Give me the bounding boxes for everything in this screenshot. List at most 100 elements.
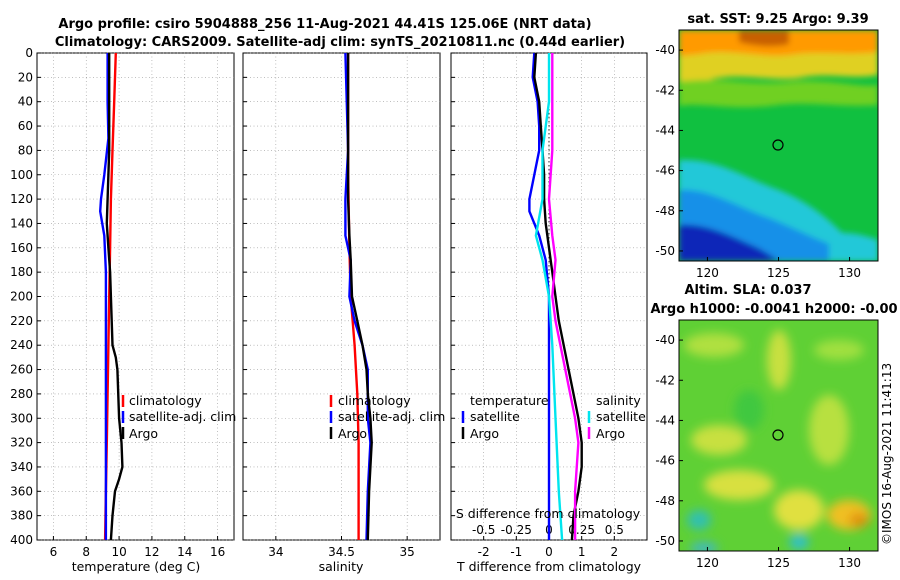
series-line-argo [346, 53, 373, 541]
argo-position-marker [772, 429, 784, 441]
title-line-1: Argo profile: csiro 5904888_256 11-Aug-2… [58, 17, 591, 32]
xtick-label: 130 [838, 556, 861, 570]
difference-xtick-labels: -2 -1 0 1 2 [478, 545, 618, 559]
ytick-label: -42 [655, 83, 675, 97]
series-line-temperature-satellite [528, 52, 551, 540]
legend-label-temp-satellite: satellite [470, 409, 520, 424]
ytick-label: 100 [10, 168, 33, 182]
sst-map-xtick-labels: 120 125 130 [696, 257, 861, 280]
legend-label-sal-satellite: satellite [596, 409, 646, 424]
ytick-label: -50 [655, 534, 675, 548]
argo-position-marker [772, 139, 784, 151]
ytick-label: 300 [10, 411, 33, 425]
temperature-xlabel: temperature (deg C) [72, 559, 201, 574]
series-line-argo [105, 53, 124, 541]
ytick-label: -40 [655, 43, 675, 57]
series-line-satellite-adj-clim [344, 52, 372, 541]
xtick-label: 16 [210, 545, 225, 559]
difference-panel: -2 -1 0 1 2 -0.5 -0.25 0 0.25 0.5 S difference f… [450, 52, 648, 574]
secondary-xtick-label: -0.5 [472, 523, 495, 537]
xtick-label: 34 [268, 545, 283, 559]
temperature-legend: climatology satellite-adj. clim Argo [121, 393, 236, 441]
xtick-label: 35 [400, 545, 415, 559]
ytick-label: 240 [10, 338, 33, 352]
title-line-2: Climatology: CARS2009. Satellite-adj cli… [55, 35, 625, 50]
secondary-xtick-label: 0.5 [605, 523, 624, 537]
xtick-label: 14 [177, 545, 192, 559]
legend-title-salinity: salinity [596, 393, 641, 408]
xtick-label: -2 [478, 545, 490, 559]
sla-map-panel: Altim. SLA: 0.037 Argo h1000: -0.0041 h2… [650, 283, 897, 570]
ytick-label: 60 [18, 119, 33, 133]
sst-map-title: sat. SST: 9.25 Argo: 9.39 [687, 12, 868, 27]
xtick-label: 0 [545, 545, 553, 559]
salinity-series [344, 52, 373, 541]
legend-label-temp-argo: Argo [470, 426, 499, 441]
salinity-xlabel: salinity [319, 559, 364, 574]
ytick-label: 320 [10, 436, 33, 450]
xtick-label: 34.5 [328, 545, 355, 559]
ytick-label: 160 [10, 241, 33, 255]
difference-series [528, 52, 583, 541]
xtick-label: 8 [82, 545, 90, 559]
salinity-gridlines [243, 52, 440, 541]
ytick-label: 180 [10, 265, 33, 279]
xtick-label: 12 [144, 545, 159, 559]
xtick-label: 125 [767, 266, 790, 280]
legend-label-argo: Argo [129, 426, 158, 441]
xtick-label: 10 [111, 545, 126, 559]
ytick-label: 260 [10, 363, 33, 377]
temperature-gridlines [37, 52, 234, 541]
legend-title-temperature: temperature [470, 393, 549, 408]
legend-label-climatology: climatology [338, 393, 411, 408]
legend-label-satellite-adj: satellite-adj. clim [338, 409, 445, 424]
ytick-label: 120 [10, 192, 33, 206]
sst-map-field [679, 30, 878, 261]
xtick-label: 120 [696, 556, 719, 570]
salinity-xtick-labels: 34 34.5 35 [268, 545, 415, 559]
ytick-label: 140 [10, 216, 33, 230]
legend-label-climatology: climatology [129, 393, 202, 408]
imos-timestamp: ©IMOS 16-Aug-2021 11:41:13 [880, 363, 894, 545]
ytick-label: -44 [655, 413, 675, 427]
sla-map-title: Altim. SLA: 0.037 [685, 283, 812, 298]
xtick-label: -1 [510, 545, 522, 559]
t-difference-xlabel: T difference from climatology [456, 559, 642, 574]
legend-label-satellite-adj: satellite-adj. clim [129, 409, 236, 424]
xtick-label: 130 [838, 266, 861, 280]
series-line-satellite-adj-clim [98, 53, 110, 540]
difference-legend: temperature satellite Argo salinity sate… [461, 393, 646, 441]
ytick-label: 20 [18, 70, 33, 84]
sla-map-field [679, 320, 878, 551]
series-line-temperature-argo [533, 52, 583, 541]
salinity-legend: climatology satellite-adj. clim Argo [329, 393, 445, 441]
series-line-salinity-argo [547, 53, 580, 540]
s-difference-label: S difference from climatology [456, 506, 641, 521]
secondary-xtick-label: -0.25 [501, 523, 532, 537]
sla-map-subtitle: Argo h1000: -0.0041 h2000: -0.00 [650, 302, 897, 317]
sst-map-ytick-labels: -40 -42 -44 -46 -48 -50 [655, 43, 683, 258]
ytick-label: -42 [655, 373, 675, 387]
temperature-ytick-labels: 0 20 40 60 80 100 120 140 160 180 200 220 240 260 280 3… [10, 46, 33, 547]
sst-map-panel: sat. SST: 9.25 Argo: 9.39 -40-42-44-46-4… [655, 12, 879, 280]
ytick-label: -44 [655, 123, 675, 137]
ytick-label: -46 [655, 164, 675, 178]
temperature-panel: 0 20 40 60 80 100 120 140 160 180 200 220 240 260 280 3… [10, 46, 236, 574]
legend-label-sal-argo: Argo [596, 426, 625, 441]
xtick-label: 1 [578, 545, 586, 559]
ytick-label: 40 [18, 95, 33, 109]
series-line-salinity-satellite [534, 53, 564, 541]
ytick-label: 380 [10, 509, 33, 523]
temperature-xtick-labels: 6 8 10 12 14 16 [50, 545, 226, 559]
ytick-label: 200 [10, 290, 33, 304]
ytick-label: 400 [10, 533, 33, 547]
xtick-label: 120 [696, 266, 719, 280]
ytick-label: -48 [655, 204, 675, 218]
salinity-panel: 34 34.5 35 salinity climatology satellite-… [242, 52, 445, 574]
ytick-label: -50 [655, 244, 675, 258]
xtick-label: 2 [611, 545, 619, 559]
ytick-label: -40 [655, 333, 675, 347]
ytick-label: -46 [655, 454, 675, 468]
xtick-label: 6 [50, 545, 58, 559]
